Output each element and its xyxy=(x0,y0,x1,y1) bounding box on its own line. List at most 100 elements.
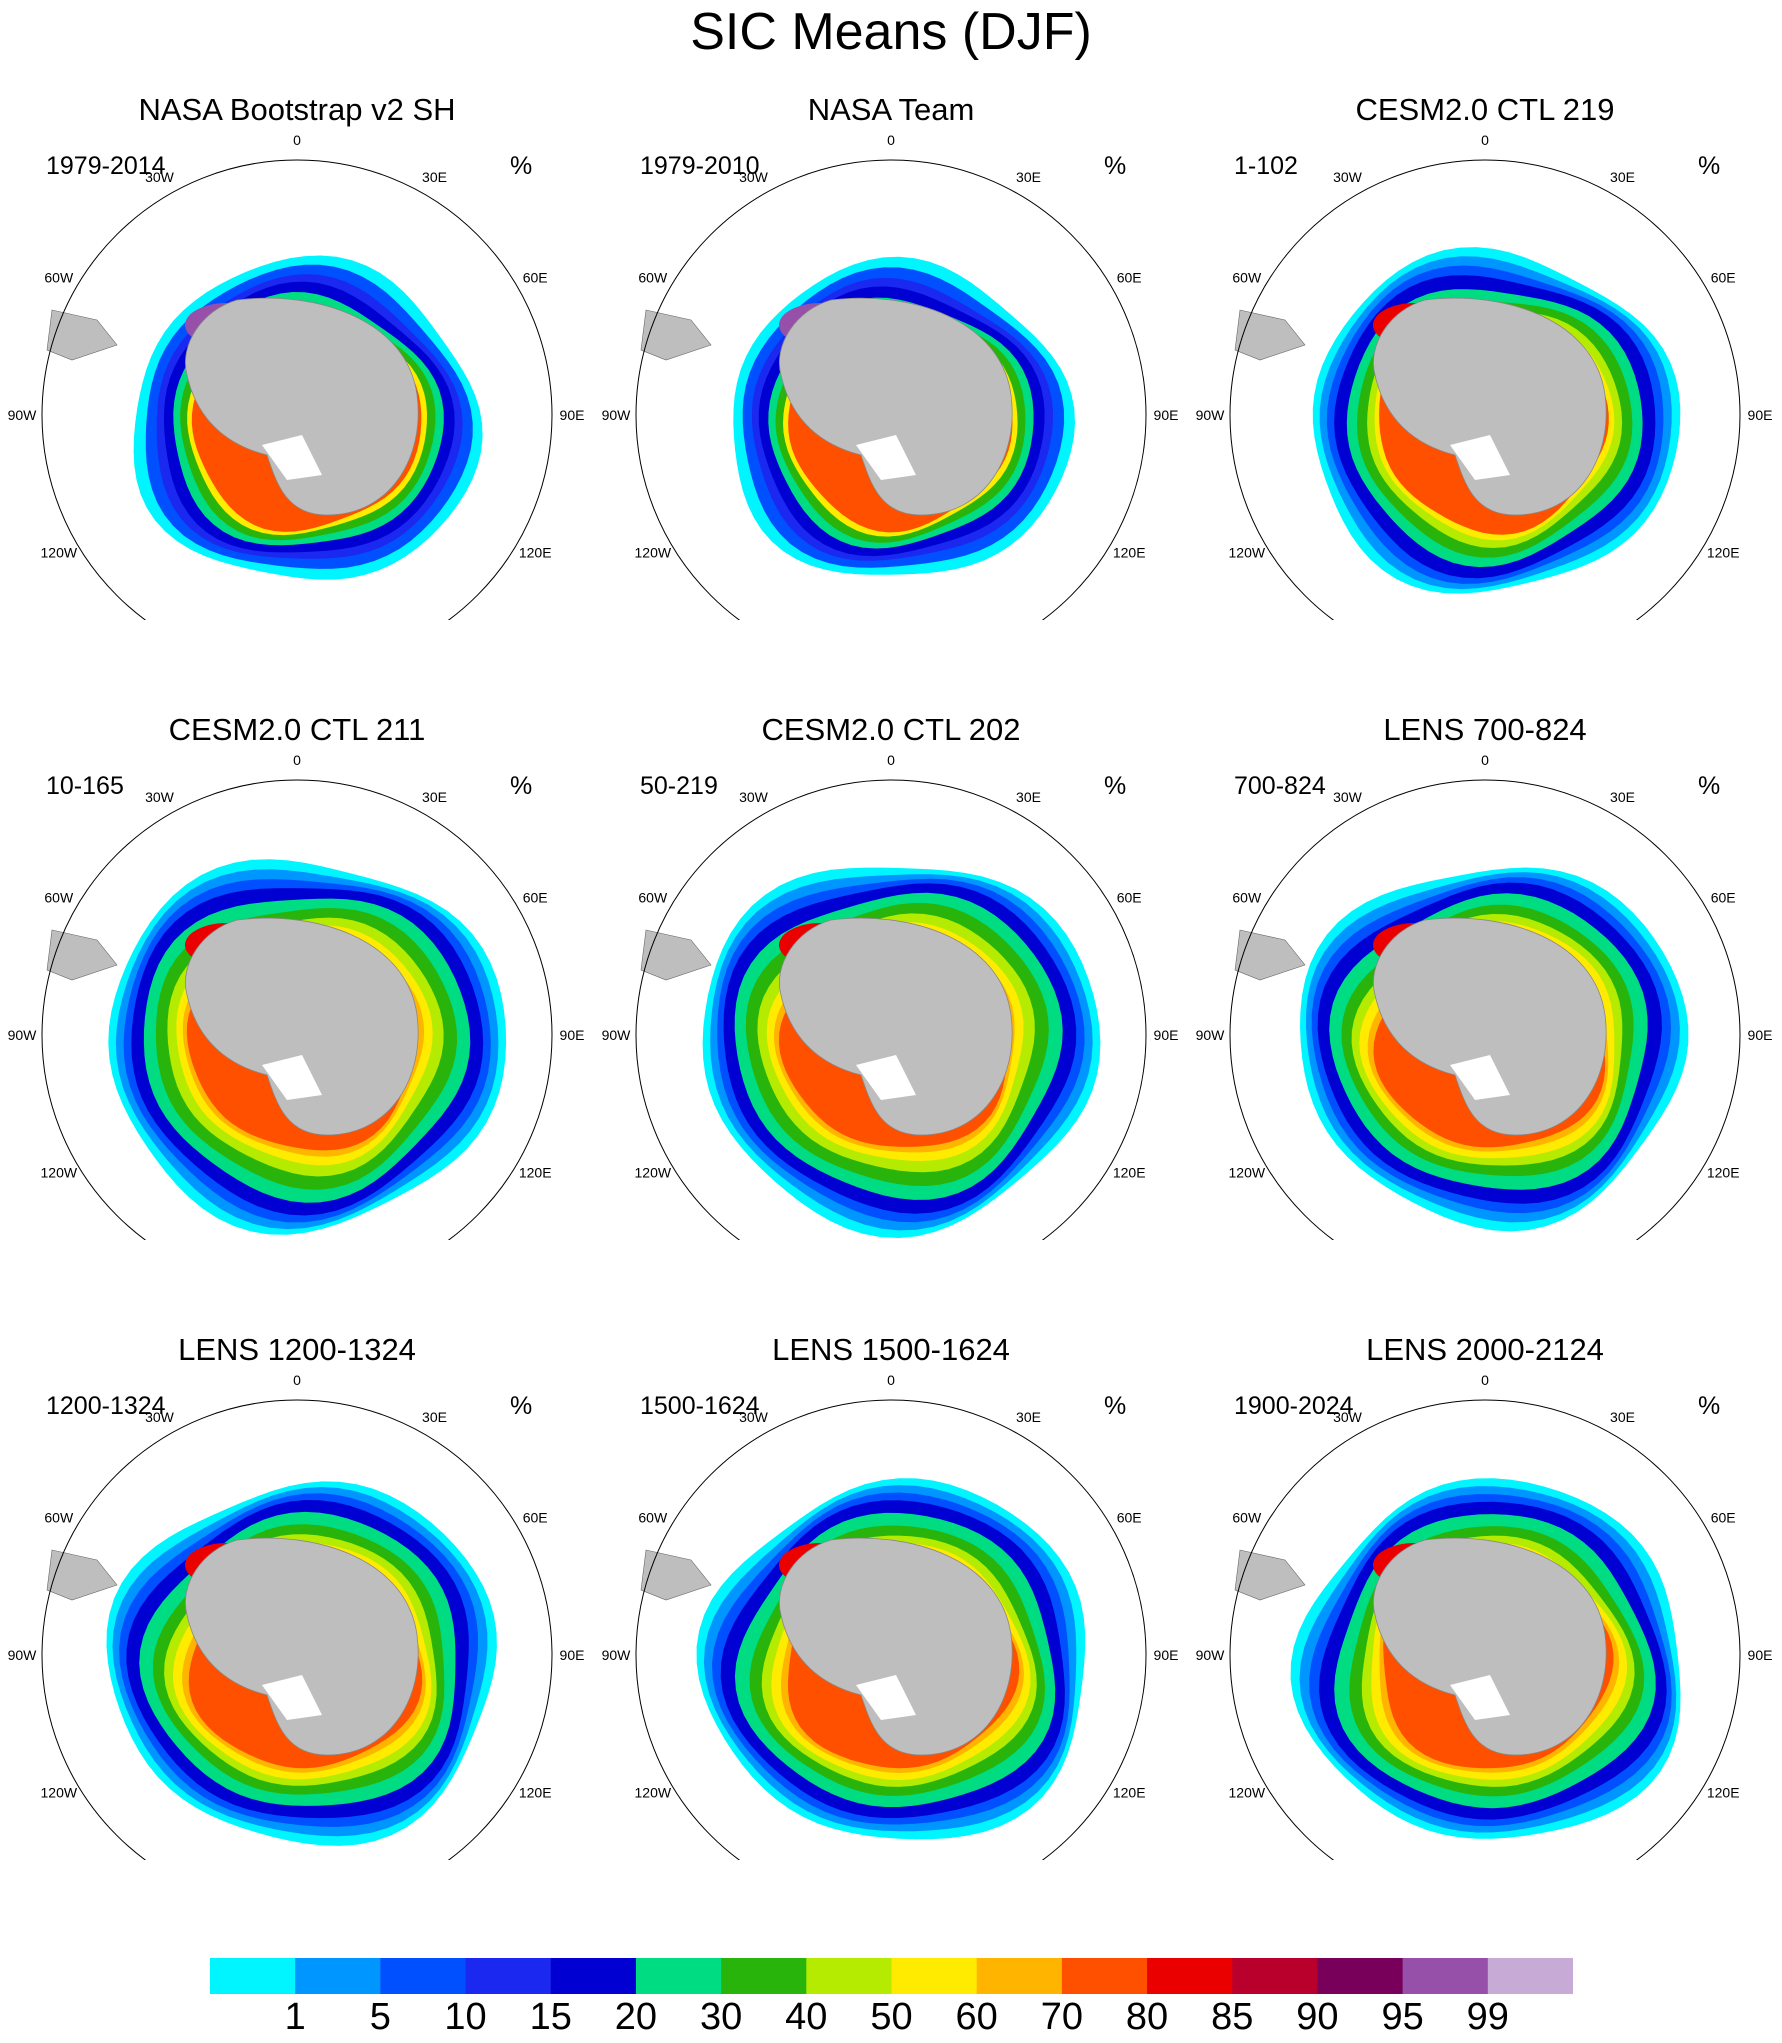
panel-period: 50-219 xyxy=(640,772,718,800)
south-america-landmass xyxy=(46,1549,118,1601)
longitude-label: 90W xyxy=(8,1027,38,1043)
ross-ice-shelf xyxy=(1450,1675,1510,1720)
map-panel: 030E60E90E120E150E180150W120W90W60W30WNA… xyxy=(594,0,1188,620)
longitude-label: 90E xyxy=(1154,1647,1179,1663)
longitude-label: 90E xyxy=(560,1647,585,1663)
colorbar-swatch xyxy=(550,1958,637,1994)
colorbar-tick-label: 80 xyxy=(1125,1996,1169,2038)
colorbar-labels: 1 5 10 15 20 30 40 50 60 70 80 85 90 95 99 xyxy=(0,1995,1782,2043)
longitude-label: 120E xyxy=(1707,545,1740,561)
figure-title: SIC Means (DJF) xyxy=(690,3,1092,61)
longitude-label: 90E xyxy=(1748,1027,1773,1043)
map-panel: 030E60E90E120E150E180150W120W90W60W30WLE… xyxy=(1188,620,1782,1240)
longitude-label: 60E xyxy=(1711,1510,1736,1526)
south-america-landmass xyxy=(640,309,712,361)
longitude-label: 120W xyxy=(41,1785,78,1801)
map-panel: 030E60E90E120E150E180150W120W90W60W30WCE… xyxy=(1188,0,1782,620)
antarctica-landmass xyxy=(1373,1537,1607,1756)
longitude-label: 0 xyxy=(293,132,301,148)
polar-stereographic-map: 030E60E90E120E150E180150W120W90W60W30W xyxy=(1196,132,1772,620)
colorbar-tick-label: 95 xyxy=(1381,1996,1424,2038)
longitude-label: 90W xyxy=(602,1027,632,1043)
polar-stereographic-map: 030E60E90E120E150E180150W120W90W60W30W xyxy=(1196,1372,1773,1860)
longitude-label: 60E xyxy=(1711,270,1736,286)
colorbar-swatch xyxy=(1232,1958,1318,1994)
longitude-label: 60E xyxy=(523,1510,548,1526)
panel-period: 1500-1624 xyxy=(640,1392,760,1420)
panel-title: CESM2.0 CTL 202 xyxy=(761,712,1021,747)
antarctica-landmass xyxy=(185,917,419,1136)
map-frame xyxy=(41,1399,553,1860)
panel-title: LENS 1200-1324 xyxy=(178,1332,416,1367)
polar-stereographic-map: 030E60E90E120E150E180150W120W90W60W30W xyxy=(602,1372,1179,1860)
longitude-label: 60W xyxy=(44,270,74,286)
map-frame xyxy=(635,1399,1147,1860)
panel-period: 1900-2024 xyxy=(1234,1392,1354,1420)
panel-title: CESM2.0 CTL 211 xyxy=(168,712,426,747)
longitude-label: 120E xyxy=(519,545,552,561)
longitude-label: 30W xyxy=(739,169,769,185)
longitude-label: 120E xyxy=(1707,1785,1740,1801)
south-america-landmass xyxy=(1234,1549,1306,1601)
colorbar-swatch xyxy=(295,1958,381,1994)
longitude-label: 30E xyxy=(422,1409,447,1425)
ross-ice-shelf xyxy=(262,1055,322,1100)
antarctica-landmass xyxy=(779,297,1013,516)
colorbar-swatch xyxy=(1061,1958,1148,1994)
longitude-label: 0 xyxy=(293,1372,301,1388)
colorbar-swatch xyxy=(976,1958,1063,1994)
longitude-label: 30E xyxy=(422,169,447,185)
longitude-label: 90W xyxy=(1196,1647,1226,1663)
colorbar xyxy=(210,1958,1573,1994)
colorbar-tick-label: 15 xyxy=(529,1996,572,2038)
longitude-label: 30E xyxy=(1016,169,1041,185)
map-panel: 030E60E90E120E150E180150W120W90W60W30WLE… xyxy=(0,1240,594,1860)
polar-stereographic-map: 030E60E90E120E150E180150W120W90W60W30W xyxy=(8,1372,585,1860)
ross-ice-shelf xyxy=(1450,435,1510,480)
polar-stereographic-map: 030E60E90E120E150E180150W120W90W60W30W xyxy=(8,132,585,620)
longitude-label: 0 xyxy=(887,752,895,768)
colorbar-tick-label: 70 xyxy=(1040,1996,1084,2038)
longitude-label: 30W xyxy=(145,1409,175,1425)
panel-units: % xyxy=(1698,152,1721,180)
longitude-label: 30W xyxy=(145,169,175,185)
panel-units: % xyxy=(510,772,533,800)
colorbar-swatch xyxy=(891,1958,978,1994)
map-panel: 030E60E90E120E150E180150W120W90W60W30WLE… xyxy=(1188,1240,1782,1860)
antarctica-landmass xyxy=(779,917,1013,1136)
longitude-label: 90W xyxy=(1196,1027,1226,1043)
longitude-label: 90E xyxy=(1748,1647,1773,1663)
longitude-label: 120E xyxy=(519,1165,552,1181)
longitude-label: 30E xyxy=(1610,169,1635,185)
longitude-label: 30W xyxy=(1333,789,1363,805)
colorbar-swatch xyxy=(1147,1958,1233,1994)
panel-title: NASA Bootstrap v2 SH xyxy=(138,92,456,127)
map-frame xyxy=(1229,159,1741,620)
longitude-label: 0 xyxy=(1481,132,1489,148)
longitude-label: 60E xyxy=(523,270,548,286)
colorbar-tick-label: 20 xyxy=(614,1996,658,2038)
longitude-label: 90E xyxy=(560,407,585,423)
colorbar-tick-label: 50 xyxy=(870,1996,913,2038)
polar-stereographic-map: 030E60E90E120E150E180150W120W90W60W30W xyxy=(602,752,1178,1240)
antarctica-landmass xyxy=(185,297,419,516)
longitude-label: 60W xyxy=(1232,270,1262,286)
panel-period: 700-824 xyxy=(1234,772,1326,800)
panel-units: % xyxy=(510,1392,533,1420)
panel-period: 1-102 xyxy=(1234,152,1298,180)
longitude-label: 30W xyxy=(145,789,175,805)
longitude-label: 30E xyxy=(1610,789,1635,805)
longitude-label: 60W xyxy=(638,890,668,906)
longitude-label: 120E xyxy=(519,1785,552,1801)
longitude-label: 90E xyxy=(560,1027,585,1043)
longitude-label: 60W xyxy=(1232,1510,1262,1526)
antarctica-landmass xyxy=(185,1537,419,1756)
colorbar-tick-label: 1 xyxy=(284,1996,306,2038)
longitude-label: 120E xyxy=(1113,545,1146,561)
longitude-label: 120W xyxy=(635,1165,672,1181)
longitude-label: 90W xyxy=(602,1647,632,1663)
longitude-label: 60W xyxy=(1232,890,1262,906)
panel-period: 1979-2014 xyxy=(46,152,166,180)
longitude-label: 60W xyxy=(44,1510,74,1526)
south-america-landmass xyxy=(1234,929,1306,981)
